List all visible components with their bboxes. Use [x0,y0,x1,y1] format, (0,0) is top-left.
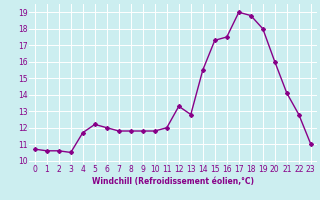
X-axis label: Windchill (Refroidissement éolien,°C): Windchill (Refroidissement éolien,°C) [92,177,254,186]
